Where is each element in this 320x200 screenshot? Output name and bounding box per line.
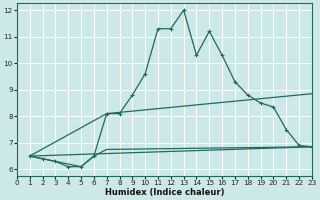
X-axis label: Humidex (Indice chaleur): Humidex (Indice chaleur) <box>105 188 224 197</box>
